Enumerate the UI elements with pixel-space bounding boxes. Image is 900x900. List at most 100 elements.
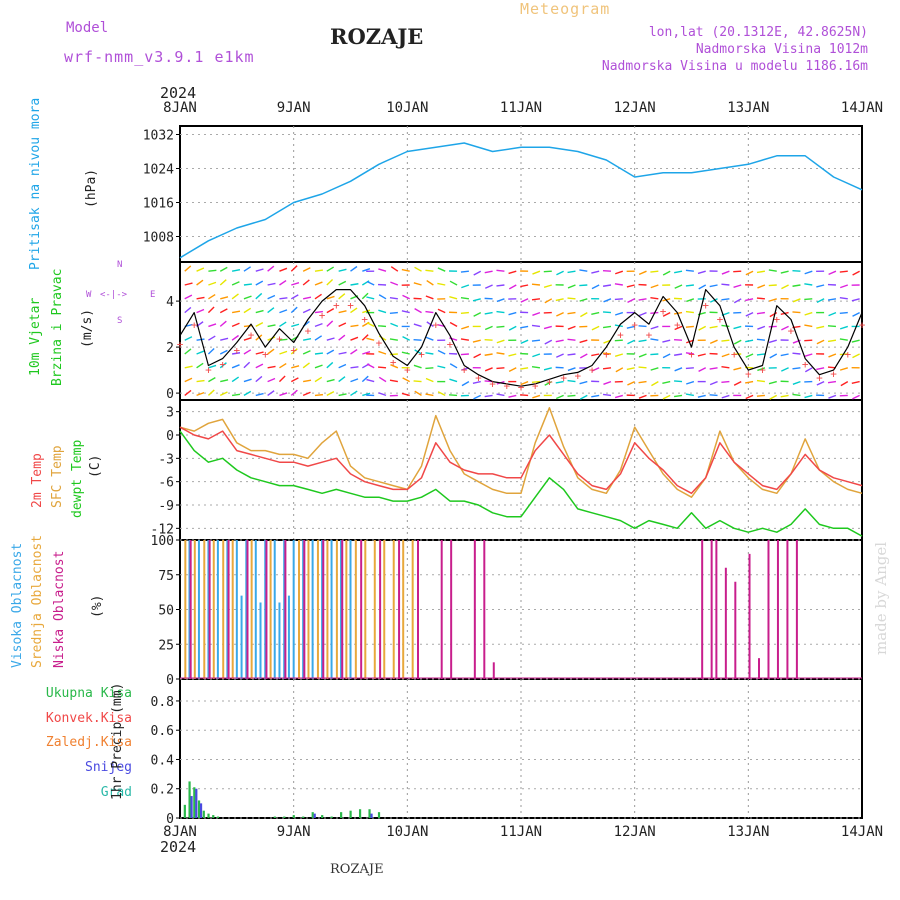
wind-arrow bbox=[279, 392, 288, 397]
wind-arrow bbox=[792, 269, 801, 272]
wind-arrow bbox=[473, 270, 482, 276]
y-tick-label: 1008 bbox=[143, 231, 174, 246]
wind-arrow bbox=[314, 364, 323, 369]
wind-arrow bbox=[638, 380, 647, 384]
wind-gust-marker: + bbox=[503, 379, 510, 392]
wind-arrow bbox=[231, 334, 239, 341]
wind-gust-marker: + bbox=[361, 313, 368, 326]
wind-arrow bbox=[839, 311, 848, 314]
wind-arrow bbox=[461, 325, 470, 330]
wind-arrow bbox=[314, 322, 323, 328]
wind-arrow bbox=[828, 311, 837, 317]
wind-speed-line bbox=[179, 289, 863, 387]
model-elevation-label: Nadmorska Visina u modelu 1186.16m bbox=[601, 59, 868, 74]
wind-arrow bbox=[697, 394, 706, 398]
wind-arrow bbox=[366, 378, 375, 383]
wind-arrow bbox=[461, 284, 470, 289]
wind-arrow bbox=[267, 265, 275, 272]
wind-arrow bbox=[267, 390, 275, 396]
wind-arrow bbox=[685, 310, 694, 314]
wind-arrow bbox=[184, 348, 192, 355]
wind-arrow bbox=[350, 324, 359, 328]
wind-arrow bbox=[326, 307, 335, 314]
y-tick-label: -9 bbox=[158, 499, 174, 514]
wind-arrow bbox=[267, 324, 276, 328]
wind-arrow bbox=[602, 352, 612, 355]
wind-arrow bbox=[243, 283, 252, 286]
wind-gust-marker: + bbox=[745, 368, 752, 381]
wind-arrow bbox=[378, 392, 387, 397]
wind-gust-marker: + bbox=[177, 338, 184, 351]
wind-arrow bbox=[756, 394, 765, 397]
wind-arrow bbox=[768, 269, 777, 272]
wind-arrow bbox=[366, 363, 375, 369]
wind-arrow bbox=[756, 270, 766, 274]
precip-total-bar bbox=[202, 810, 205, 818]
wind-arrow bbox=[196, 391, 205, 397]
wind-arrow bbox=[484, 394, 493, 398]
precip-total-bar bbox=[188, 781, 191, 818]
wind-arrow bbox=[196, 279, 204, 286]
wind-arrow bbox=[781, 325, 789, 331]
wind-arrow bbox=[733, 298, 742, 304]
wind-arrow bbox=[208, 335, 216, 341]
wind-arrow bbox=[314, 281, 323, 286]
wind-gust-marker: + bbox=[305, 325, 312, 338]
wind-arrow bbox=[709, 367, 718, 370]
wind-arrow bbox=[532, 311, 541, 316]
wind-arrow bbox=[768, 284, 777, 287]
wind-arrow bbox=[350, 307, 358, 314]
wind-arrow bbox=[290, 377, 299, 383]
wind-arrow bbox=[425, 393, 434, 397]
wind-arrow bbox=[472, 339, 481, 343]
wind-gust-marker: + bbox=[788, 325, 795, 338]
wind-arrow bbox=[591, 311, 600, 316]
wind-arrow bbox=[698, 367, 707, 373]
wind-arrow bbox=[781, 367, 789, 372]
wind-arrow bbox=[839, 367, 848, 371]
wind-gust-marker: + bbox=[773, 313, 780, 326]
wind-arrow bbox=[496, 393, 505, 397]
panel-frame-temp bbox=[179, 399, 863, 541]
wind-arrow bbox=[816, 367, 825, 371]
wind-arrow bbox=[532, 353, 541, 358]
wind-arrow bbox=[377, 366, 387, 369]
wind-arrow bbox=[827, 380, 837, 384]
precip-conv-label: Konvek.Kisa bbox=[45, 711, 132, 726]
wind-arrow bbox=[804, 353, 813, 357]
wind-arrow bbox=[255, 351, 264, 355]
wind-arrow bbox=[484, 367, 493, 372]
wind-arrow bbox=[567, 311, 576, 315]
wind-arrow bbox=[303, 337, 312, 341]
station-title: ROZAJE bbox=[330, 24, 424, 49]
wind-arrow bbox=[390, 364, 399, 369]
wind-gust-marker: + bbox=[234, 344, 241, 357]
wind-arrow bbox=[531, 339, 541, 342]
wind-arrow bbox=[840, 380, 849, 387]
wind-gust-marker: + bbox=[191, 319, 198, 332]
elevation-label: Nadmorska Visina 1012m bbox=[695, 42, 868, 57]
wind-gust-marker: + bbox=[219, 358, 226, 371]
wind-arrow bbox=[184, 365, 193, 369]
y-tick-label: 3 bbox=[166, 406, 174, 421]
precip-total-bar bbox=[292, 815, 295, 818]
y-tick-label: 75 bbox=[158, 569, 174, 584]
wind-arrow bbox=[555, 339, 564, 343]
precip-total-bar bbox=[377, 812, 381, 818]
wind-arrow bbox=[208, 376, 216, 383]
wind-arrow bbox=[579, 380, 588, 385]
wind-arrow bbox=[231, 310, 241, 314]
lonlat-label: lon,lat (20.1312E, 42.8625N) bbox=[648, 25, 868, 40]
wind-arrow bbox=[184, 389, 192, 396]
wind-arrow bbox=[196, 350, 205, 355]
wind-arrow bbox=[401, 268, 410, 272]
wind-arrow bbox=[425, 377, 434, 383]
wind-gust-marker: + bbox=[731, 348, 738, 361]
wind-arrow bbox=[414, 390, 422, 396]
wind-arrow bbox=[567, 270, 576, 274]
wind-arrow bbox=[243, 295, 252, 300]
wind-arrow bbox=[650, 296, 659, 300]
precip-total-bar bbox=[358, 809, 362, 818]
wind-gust-marker: + bbox=[702, 299, 709, 312]
precip-total-bar bbox=[183, 804, 186, 818]
